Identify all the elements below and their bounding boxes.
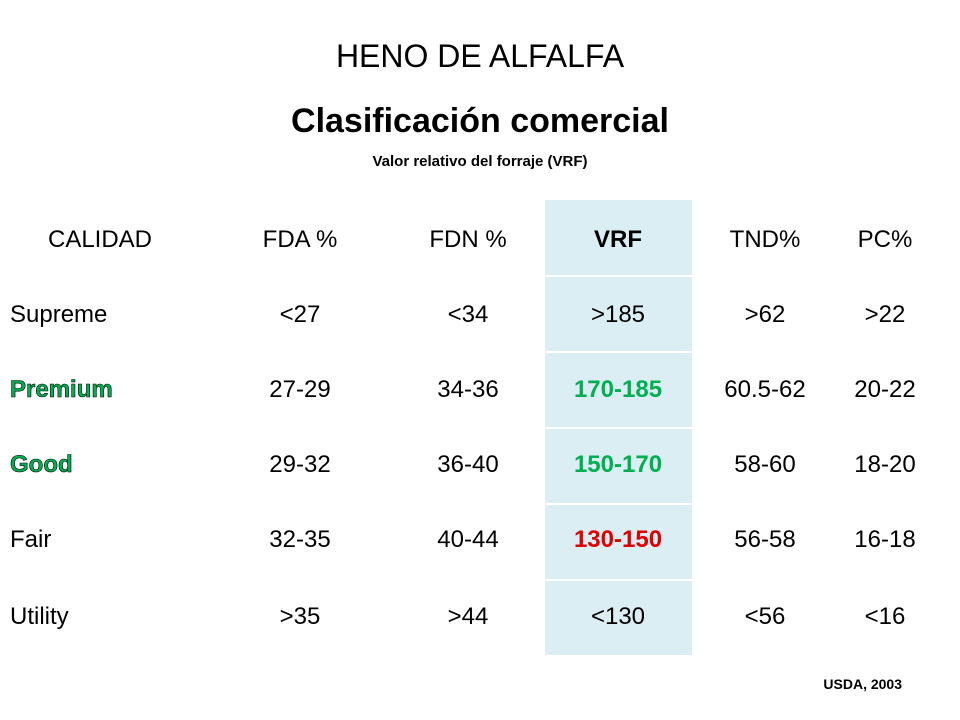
table-cell: 34-36 [437, 376, 499, 403]
table-cell: >22 [864, 301, 906, 328]
column-header: VRF [594, 226, 642, 253]
title: HENO DE ALFALFA [335, 38, 625, 74]
table-cell: 130-150 [573, 526, 663, 553]
table-cell: 18-20 [854, 451, 916, 478]
table-cell: >185 [590, 301, 646, 328]
column-header: CALIDAD [47, 226, 153, 253]
row-separator [545, 275, 692, 277]
table-cell: <27 [279, 301, 321, 328]
table-cell: 27-29 [269, 376, 331, 403]
table-cell: Supreme [10, 301, 108, 328]
table-cell: Good [10, 451, 73, 479]
table-cell: Utility [10, 603, 69, 630]
table-cell: <16 [864, 603, 906, 630]
table-cell: 40-44 [437, 526, 499, 553]
table-cell: Fair [10, 526, 52, 553]
table-cell: 56-58 [734, 526, 796, 553]
row-separator [545, 427, 692, 429]
column-header: FDA % [262, 226, 338, 253]
table-cell: 58-60 [734, 451, 796, 478]
table-cell: Premium [10, 376, 113, 404]
table-cell: 150-170 [573, 451, 663, 478]
heading: Clasificación comercial [291, 102, 669, 140]
table-cell: 32-35 [269, 526, 331, 553]
table-cell: 170-185 [573, 376, 663, 403]
table-cell: <34 [447, 301, 489, 328]
table-cell: >44 [447, 603, 489, 630]
source: USDA, 2003 [823, 676, 902, 692]
table-cell: <56 [744, 603, 786, 630]
table-cell: 20-22 [854, 376, 916, 403]
table-cell: <130 [590, 603, 646, 630]
column-header: FDN % [429, 226, 507, 253]
table-cell: 60.5-62 [724, 376, 806, 403]
row-separator [545, 579, 692, 581]
column-header: TND% [729, 226, 801, 253]
column-header: PC% [857, 226, 913, 253]
table-cell: >62 [744, 301, 786, 328]
subtitle: Valor relativo del forraje (VRF) [372, 153, 588, 170]
row-separator [545, 351, 692, 353]
table-cell: 29-32 [269, 451, 331, 478]
row-separator [545, 503, 692, 505]
table-cell: 16-18 [854, 526, 916, 553]
table-cell: >35 [279, 603, 321, 630]
table-cell: 36-40 [437, 451, 499, 478]
